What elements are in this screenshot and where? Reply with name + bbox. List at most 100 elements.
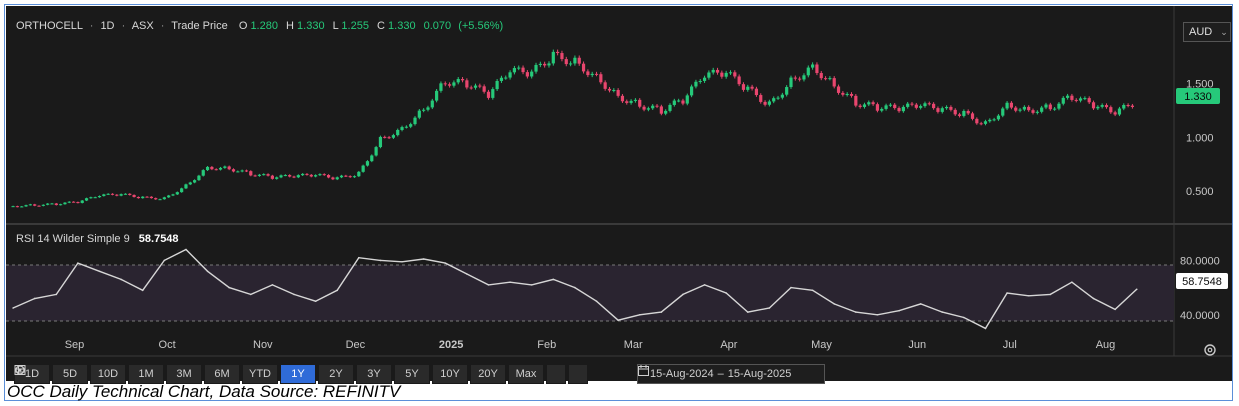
open-label: O [239,20,248,32]
change-pct: (+5.56%) [458,20,503,32]
candle-body [1122,104,1126,109]
range-button-20y[interactable]: 20Y [470,364,506,384]
candle-body [236,171,240,173]
candle-body [957,114,962,116]
range-button-3y[interactable]: 3Y [356,364,392,384]
candle-body [435,90,439,101]
candle-body [988,119,992,122]
range-button-10y[interactable]: 10Y [432,364,468,384]
candle-body [452,82,456,86]
candle-body [612,90,616,92]
candle-body [50,203,54,205]
candle-body [1027,106,1031,111]
chart-svg: ORTHOCELL · 1D · ASX · Trade Price O 1.2… [6,6,1232,357]
candle-body [128,193,132,195]
candle-body [953,109,957,115]
month-label: Jun [908,339,926,351]
candle-body [841,92,845,95]
rsi-tag: 58.7548 [1182,276,1222,288]
chevron-down-icon: ⌄ [1220,26,1228,37]
price-tick-label: 1.500 [1186,79,1214,91]
candle-body [815,64,819,74]
candle-body [923,103,927,107]
candle-body [828,78,832,80]
candle-body [89,197,93,199]
range-button-10d[interactable]: 10D [90,364,126,384]
range-button-1y[interactable]: 1Y [280,364,316,384]
sep-dot-3: · [161,20,165,32]
range-button-2y[interactable]: 2Y [318,364,354,384]
candle-body [262,174,266,176]
rsi-point [185,248,187,251]
range-button-1m[interactable]: 1M [128,364,164,384]
candle-body [326,174,331,178]
rsi-point [12,307,14,309]
candle-body [275,177,279,179]
candle-body [564,59,568,65]
candle-body [932,103,936,109]
open-value: 1.280 [250,20,278,32]
candle-body [314,175,318,177]
sep-dot-1: · [90,20,94,32]
rsi-point [963,316,965,319]
rsi-point [336,289,339,292]
candle-body [1104,105,1109,108]
candle-body [599,74,603,83]
date-to: 15-Aug-2025 [727,368,792,380]
candle-body [491,89,495,98]
candle-body [1130,105,1135,107]
candle-body [46,203,50,205]
candle-body [378,136,383,148]
candle-body [339,175,344,178]
rsi-point [833,303,836,305]
candle-body [728,72,733,74]
rsi-point [725,292,727,294]
candle-body [374,147,378,156]
rsi-point [55,293,58,296]
candle-body [867,102,871,105]
gear-icon[interactable] [15,364,566,384]
range-button-3m[interactable]: 3M [166,364,202,384]
candle-body [975,118,979,124]
candle-body [914,104,918,108]
rsi-point [206,270,209,273]
candle-body [875,104,880,111]
candle-body [279,175,283,178]
candle-body [244,170,249,172]
candle-body [715,69,720,73]
range-button-ytd[interactable]: YTD [242,364,278,384]
candle-body [936,108,940,112]
candle-body [193,180,197,183]
settings-icon[interactable] [1203,343,1223,361]
candle-body [84,198,89,201]
candle-body [940,108,944,112]
candle-body [629,100,633,103]
candle-body [642,106,646,110]
price-tick-label: 1.000 [1186,132,1214,144]
candle-body [460,79,465,81]
table-icon[interactable] [14,364,588,384]
month-label: Aug [1096,339,1116,351]
candle-body [854,95,858,106]
candle-body [530,71,534,77]
change-value: 0.070 [424,20,452,32]
candle-body [1031,110,1035,113]
candle-body [1014,107,1018,111]
candle-body [711,69,715,73]
candle-body [76,202,80,204]
currency-select[interactable]: AUD ⌄ [1183,22,1231,42]
rsi-point [1071,281,1073,283]
candle-body [970,113,975,119]
candle-body [1035,111,1039,113]
candle-body [646,108,650,110]
range-button-5d[interactable]: 5D [52,364,88,384]
range-button-5y[interactable]: 5Y [394,364,430,384]
candle-body [681,100,685,104]
candle-body [296,175,300,178]
range-button-max[interactable]: Max [508,364,544,384]
rsi-point [876,314,879,316]
date-range-picker[interactable]: 15-Aug-2024 – 15-Aug-2025 [637,364,825,384]
candle-body [426,107,430,110]
candle-body [1078,98,1083,101]
range-button-6m[interactable]: 6M [204,364,240,384]
